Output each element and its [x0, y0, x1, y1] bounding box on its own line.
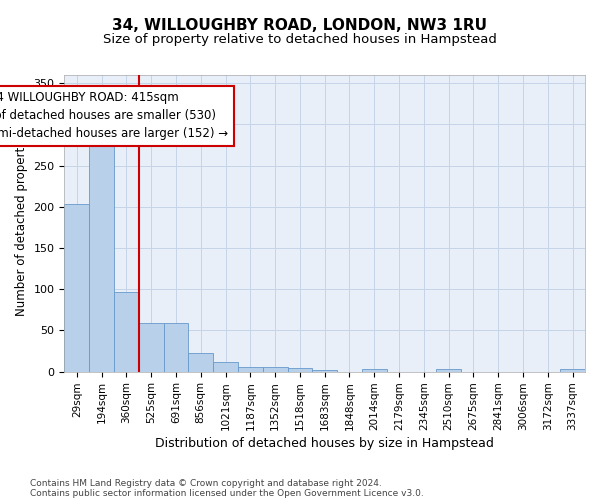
Bar: [238, 366, 263, 372]
Bar: [263, 368, 287, 372]
Text: Contains HM Land Registry data © Crown copyright and database right 2024.: Contains HM Land Registry data © Crown c…: [30, 478, 382, 488]
Bar: [64, 204, 89, 372]
Y-axis label: Number of detached properties: Number of detached properties: [15, 130, 28, 316]
Bar: [362, 369, 386, 372]
Bar: [213, 362, 238, 372]
Text: 34 WILLOUGHBY ROAD: 415sqm
← 77% of detached houses are smaller (530)
22% of sem: 34 WILLOUGHBY ROAD: 415sqm ← 77% of deta…: [0, 92, 229, 140]
Bar: [164, 323, 188, 372]
Bar: [436, 369, 461, 372]
Bar: [114, 292, 139, 372]
Bar: [188, 354, 213, 372]
Bar: [89, 132, 114, 372]
Bar: [313, 370, 337, 372]
X-axis label: Distribution of detached houses by size in Hampstead: Distribution of detached houses by size …: [155, 437, 494, 450]
Bar: [560, 369, 585, 372]
Bar: [287, 368, 313, 372]
Bar: [139, 323, 164, 372]
Text: Contains public sector information licensed under the Open Government Licence v3: Contains public sector information licen…: [30, 488, 424, 498]
Text: 34, WILLOUGHBY ROAD, LONDON, NW3 1RU: 34, WILLOUGHBY ROAD, LONDON, NW3 1RU: [113, 18, 487, 32]
Text: Size of property relative to detached houses in Hampstead: Size of property relative to detached ho…: [103, 32, 497, 46]
